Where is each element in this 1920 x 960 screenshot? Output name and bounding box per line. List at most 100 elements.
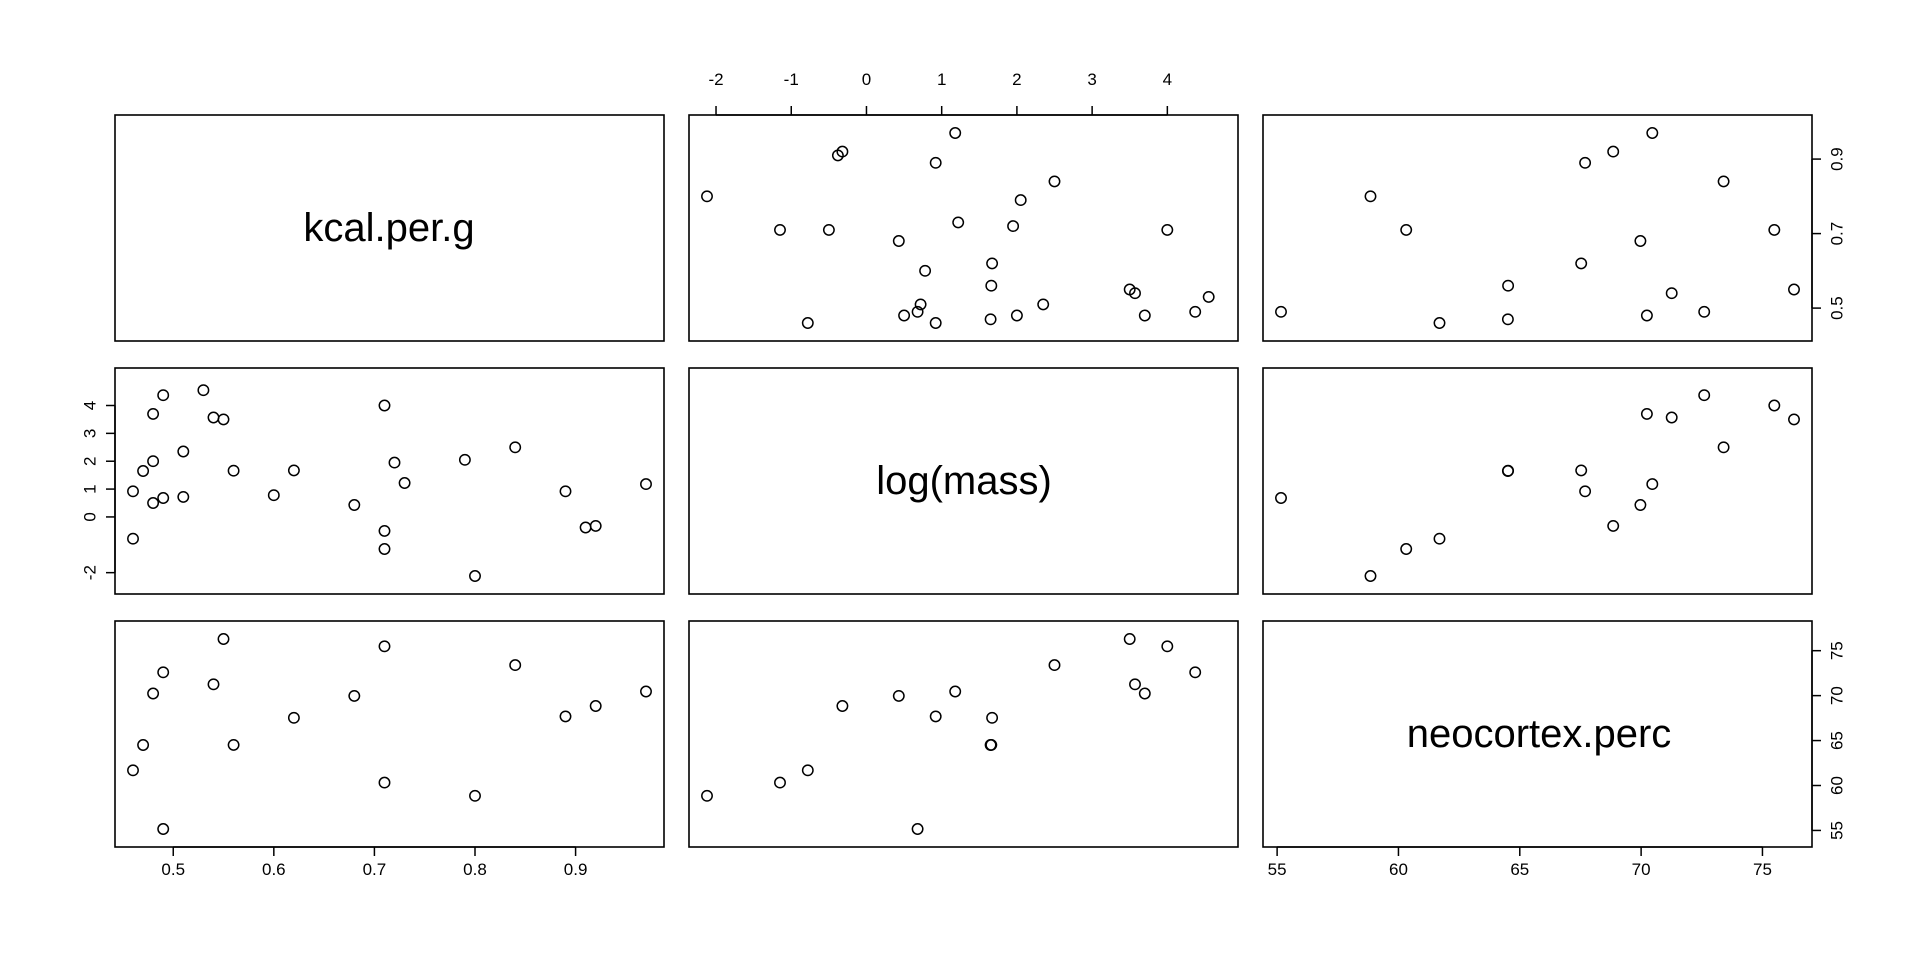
point-r0-c1-obs25 xyxy=(1202,290,1215,303)
point-r0-c1-obs20 xyxy=(952,216,965,229)
point-r1-c0-obs10 xyxy=(147,407,160,420)
axis-top-log-mass-tick-label: 4 xyxy=(1163,70,1172,89)
point-r0-c1-obs24 xyxy=(914,298,927,311)
point-r1-c0-obs17 xyxy=(378,524,391,537)
axis-top-log-mass-tick-label: 0 xyxy=(862,70,871,89)
point-r0-c1-obs1 xyxy=(701,190,713,203)
point-r0-c1-obs6 xyxy=(986,257,999,270)
point-r2-c0-obs10 xyxy=(147,687,160,700)
point-r1-c0-obs12 xyxy=(207,411,220,424)
point-r2-c0-obs9 xyxy=(348,689,361,702)
point-r2-c1-obs0 xyxy=(911,823,924,835)
point-r1-c0-obs13 xyxy=(157,389,170,402)
point-r2-c1-obs2 xyxy=(774,776,786,789)
diag-label-log-mass: log(mass) xyxy=(876,459,1052,503)
point-r0-c1-obs3 xyxy=(801,317,814,329)
axis-left-log-mass-tick-label: 1 xyxy=(81,484,100,493)
axis-top-log-mass-tick-label: 2 xyxy=(1012,70,1021,89)
axis-top-log-mass-tick-label: 3 xyxy=(1087,70,1096,89)
point-r0-c1-obs16 xyxy=(1123,283,1136,296)
axis-bottom-neocortex-tick-label: 75 xyxy=(1753,860,1772,879)
point-r2-c0-obs2 xyxy=(378,776,391,789)
point-r0-c2-obs4 xyxy=(1501,313,1514,326)
point-r0-c1-obs0 xyxy=(911,305,924,318)
point-r0-c2-obs10 xyxy=(1640,309,1653,322)
axis-right-neocortex-tick-label: 75 xyxy=(1828,641,1847,660)
axis-bottom-neocortex-tick-label: 60 xyxy=(1389,860,1408,879)
axis-left-log-mass-tick-label: -2 xyxy=(81,565,100,580)
point-r2-c0-obs14 xyxy=(509,659,522,672)
point-r2-c0-obs7 xyxy=(559,710,572,723)
panel-frame-r1-c0 xyxy=(114,367,665,595)
point-r0-c1-obs10 xyxy=(1138,309,1151,322)
point-r0-c1-obs28 xyxy=(929,317,942,329)
point-r2-c1-obs5 xyxy=(985,738,998,751)
point-r2-c1-obs12 xyxy=(1129,678,1141,691)
point-r1-c0-obs18 xyxy=(579,521,592,534)
point-r0-c1-obs7 xyxy=(929,156,942,169)
point-r0-c1-obs23 xyxy=(1037,298,1050,311)
point-r2-c1-obs16 xyxy=(1123,633,1136,645)
diag-label-kcal-per-g: kcal.per.g xyxy=(303,206,474,250)
point-r0-c2-obs8 xyxy=(1607,145,1620,158)
axis-right-neocortex-tick-label: 70 xyxy=(1828,686,1847,705)
point-r2-c0-obs12 xyxy=(207,678,220,691)
point-r1-c0-obs6 xyxy=(287,464,300,477)
point-r1-c0-obs7 xyxy=(559,485,572,498)
point-r2-c0-obs11 xyxy=(640,685,652,698)
point-r1-c0-obs4 xyxy=(137,465,150,477)
point-r1-c0-obs5 xyxy=(227,464,240,477)
point-r0-c1-obs18 xyxy=(831,149,844,162)
axis-bottom-neocortex-tick-label: 65 xyxy=(1510,860,1529,879)
axis-bottom-neocortex-tick-label: 55 xyxy=(1268,860,1287,879)
point-r0-c1-obs17 xyxy=(822,223,835,236)
point-r1-c0-obs11 xyxy=(640,478,652,491)
axis-top-log-mass-tick-label: -2 xyxy=(708,70,723,89)
axis-bottom-kcal-tick-label: 0.7 xyxy=(363,860,387,879)
point-r0-c1-obs26 xyxy=(1010,309,1023,322)
point-r1-c0-obs2 xyxy=(378,543,391,555)
point-r2-c1-obs1 xyxy=(701,789,713,802)
point-r0-c2-obs16 xyxy=(1788,283,1800,296)
axis-bottom-kcal-tick-label: 0.8 xyxy=(463,860,487,879)
data-points xyxy=(127,127,1800,835)
point-r0-c1-obs15 xyxy=(1161,223,1174,236)
point-r1-c0-obs15 xyxy=(378,399,391,412)
point-r2-c1-obs8 xyxy=(836,700,849,712)
point-r1-c2-obs8 xyxy=(1607,519,1620,532)
point-r1-c2-obs14 xyxy=(1717,441,1730,454)
point-r0-c2-obs13 xyxy=(1698,305,1711,318)
point-r1-c0-obs14 xyxy=(509,441,522,454)
point-r1-c2-obs3 xyxy=(1433,532,1446,545)
axis-left-log-mass-tick-label: 2 xyxy=(81,456,100,465)
point-r0-c2-obs15 xyxy=(1768,223,1781,236)
point-r1-c2-obs15 xyxy=(1768,399,1781,412)
point-r1-c0-obs28 xyxy=(127,485,139,498)
point-r2-c0-obs6 xyxy=(287,711,300,724)
point-r0-c1-obs27 xyxy=(898,309,911,322)
point-r1-c2-obs12 xyxy=(1665,411,1678,424)
point-r0-c1-obs13 xyxy=(1189,305,1202,318)
axis-right-kcal-tick-label: 0.5 xyxy=(1828,296,1847,320)
point-r2-c0-obs3 xyxy=(127,764,139,777)
point-r1-c0-obs9 xyxy=(348,499,361,511)
point-r2-c1-obs13 xyxy=(1189,666,1202,679)
point-r1-c0-obs25 xyxy=(197,384,210,397)
axis-bottom-neocortex-tick-label: 70 xyxy=(1632,860,1651,879)
panel-frame-r0-c1 xyxy=(688,114,1239,342)
point-r1-c0-obs16 xyxy=(217,413,230,426)
panel-frame-r0-c2 xyxy=(1262,114,1813,342)
point-r1-c2-obs9 xyxy=(1634,499,1647,511)
point-r2-c0-obs5 xyxy=(227,738,240,751)
axis-top-log-mass-tick-label: -1 xyxy=(784,70,799,89)
point-r1-c2-obs0 xyxy=(1275,492,1287,504)
axis-left-log-mass-tick-label: 4 xyxy=(81,401,100,410)
point-r1-c2-obs2 xyxy=(1400,543,1413,555)
point-r1-c0-obs22 xyxy=(388,456,401,469)
point-r2-c1-obs7 xyxy=(929,710,942,723)
panel-frame-r1-c1 xyxy=(688,367,1239,595)
variable-labels: kcal.per.g log(mass) neocortex.perc xyxy=(303,206,1671,756)
axes: -2 -1 0 1 2 3 4 0.5 0.6 0.7 0.8 0.9 55 60 65 70 75 -2 0 1 2 3… xyxy=(81,70,1847,879)
point-r1-c0-obs24 xyxy=(177,490,190,503)
point-r2-c0-obs13 xyxy=(157,666,170,679)
